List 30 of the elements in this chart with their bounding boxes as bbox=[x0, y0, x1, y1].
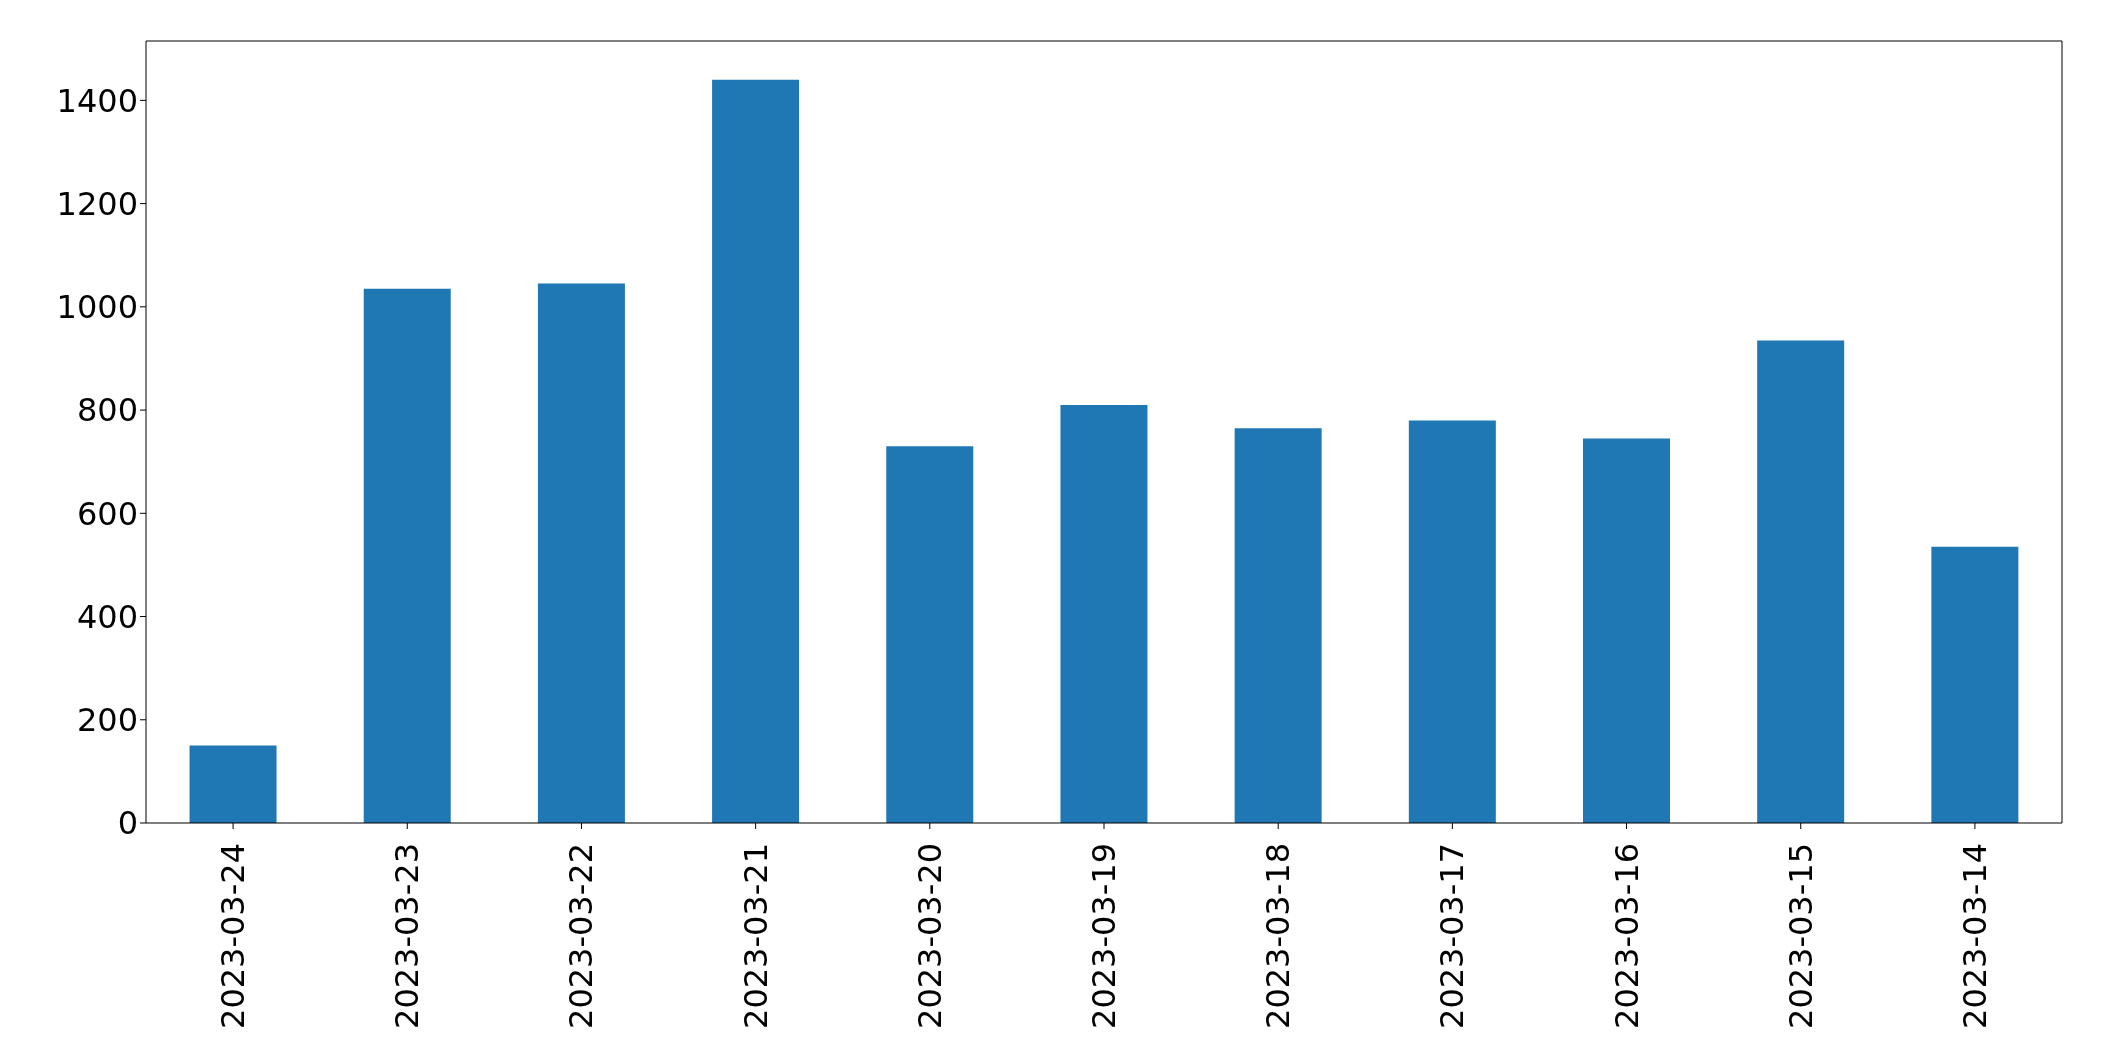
x-tick-label: 2023-03-22 bbox=[562, 843, 601, 1029]
bar bbox=[1583, 438, 1670, 823]
x-tick-label: 2023-03-19 bbox=[1085, 843, 1123, 1029]
y-tick-label: 1400 bbox=[56, 81, 138, 120]
x-tick-label: 2023-03-21 bbox=[736, 843, 775, 1029]
y-tick-label: 1000 bbox=[56, 288, 138, 327]
x-tick-label: 2023-03-20 bbox=[910, 843, 949, 1029]
x-tick-label: 2023-03-17 bbox=[1433, 843, 1472, 1029]
bar bbox=[537, 283, 625, 823]
bar bbox=[1234, 428, 1322, 823]
y-tick-label: 0 bbox=[117, 804, 138, 843]
x-tick-label: 2023-03-24 bbox=[214, 843, 253, 1029]
y-tick-label: 800 bbox=[76, 391, 138, 430]
x-tick-label: 2023-03-15 bbox=[1781, 843, 1820, 1029]
x-tick-label: 2023-03-18 bbox=[1259, 843, 1298, 1029]
bar bbox=[1408, 420, 1496, 823]
bar bbox=[1931, 546, 2019, 823]
bar bbox=[1757, 340, 1845, 823]
y-tick-label: 200 bbox=[76, 701, 138, 740]
bar bbox=[363, 288, 451, 823]
x-tick-label: 2023-03-23 bbox=[388, 843, 427, 1029]
x-tick-label: 2023-03-16 bbox=[1607, 843, 1646, 1029]
x-tick-label: 2023-03-14 bbox=[1955, 843, 1994, 1029]
bar bbox=[189, 745, 277, 823]
bar bbox=[886, 446, 974, 823]
bar bbox=[1060, 404, 1148, 823]
y-tick-label: 1200 bbox=[56, 184, 138, 223]
bar bbox=[712, 79, 800, 823]
y-tick-label: 600 bbox=[76, 494, 138, 533]
y-tick-label: 400 bbox=[76, 597, 138, 636]
